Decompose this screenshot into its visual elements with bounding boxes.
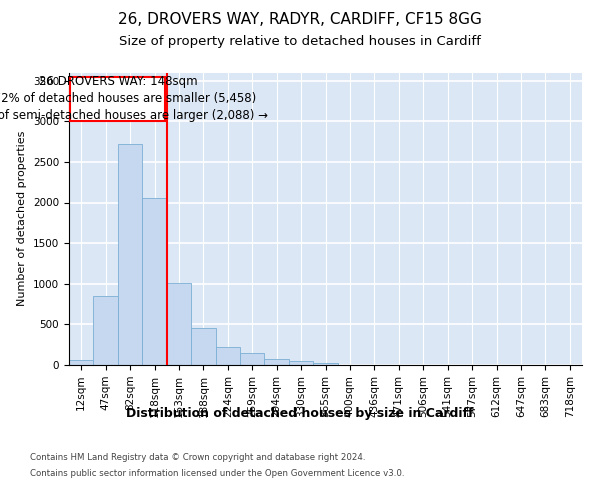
FancyBboxPatch shape <box>70 76 166 121</box>
Bar <box>265 360 289 365</box>
Bar <box>167 283 191 365</box>
Bar <box>313 362 338 365</box>
Bar <box>118 144 142 365</box>
Bar <box>215 346 240 365</box>
Y-axis label: Number of detached properties: Number of detached properties <box>17 131 28 306</box>
Text: 26 DROVERS WAY: 148sqm
← 72% of detached houses are smaller (5,458)
28% of semi-: 26 DROVERS WAY: 148sqm ← 72% of detached… <box>0 76 268 122</box>
Bar <box>289 360 313 365</box>
Text: 26, DROVERS WAY, RADYR, CARDIFF, CF15 8GG: 26, DROVERS WAY, RADYR, CARDIFF, CF15 8G… <box>118 12 482 28</box>
Bar <box>142 198 167 365</box>
Text: Size of property relative to detached houses in Cardiff: Size of property relative to detached ho… <box>119 35 481 48</box>
Bar <box>240 353 265 365</box>
Text: Contains HM Land Registry data © Crown copyright and database right 2024.: Contains HM Land Registry data © Crown c… <box>30 454 365 462</box>
Text: Distribution of detached houses by size in Cardiff: Distribution of detached houses by size … <box>126 408 474 420</box>
Bar <box>69 360 94 365</box>
Bar <box>191 328 215 365</box>
Text: Contains public sector information licensed under the Open Government Licence v3: Contains public sector information licen… <box>30 468 404 477</box>
Bar <box>94 296 118 365</box>
